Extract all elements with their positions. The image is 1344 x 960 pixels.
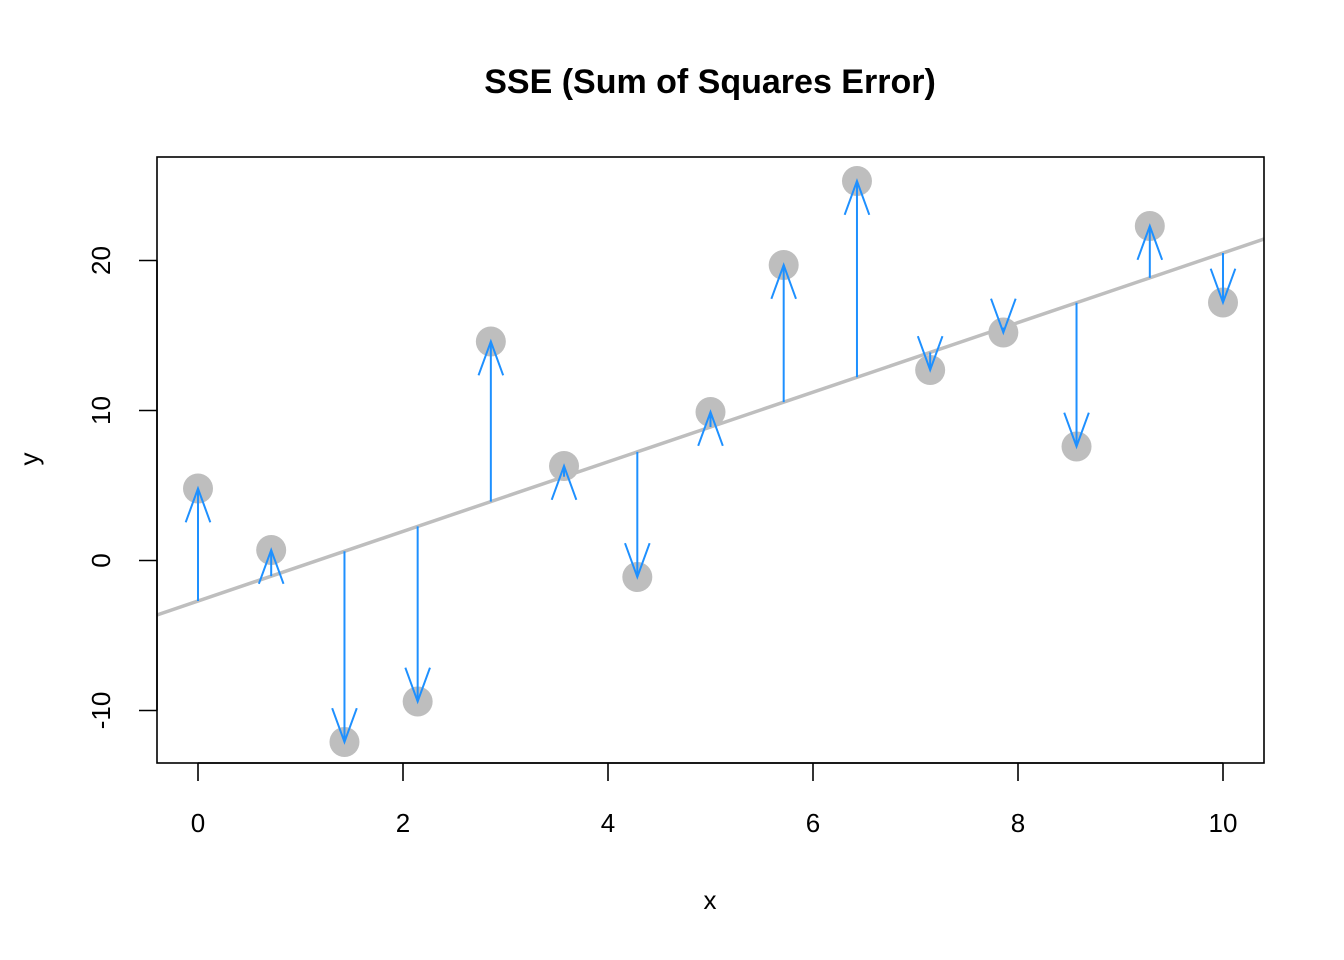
arrow-head-9 — [843, 178, 871, 216]
x-tick-label-2: 2 — [396, 808, 410, 838]
x-tick-label-10: 10 — [1209, 808, 1238, 838]
x-tick-label-6: 6 — [806, 808, 820, 838]
y-tick-label-0: 0 — [86, 553, 116, 567]
arrow-head-1 — [257, 547, 285, 585]
arrow-head-7 — [697, 409, 724, 447]
arrow-head-2 — [331, 707, 358, 745]
arrow-head-5 — [550, 463, 578, 501]
x-tick-label-0: 0 — [191, 808, 205, 838]
arrow-head-4 — [477, 338, 505, 376]
arrow-head-11 — [990, 298, 1017, 336]
x-axis-label: x — [704, 885, 717, 915]
y-axis-label: y — [14, 453, 44, 466]
chart-title: SSE (Sum of Squares Error) — [484, 63, 936, 101]
y-tick-label-20: 20 — [86, 246, 116, 275]
x-tick-label-8: 8 — [1011, 808, 1025, 838]
arrow-head-14 — [1209, 268, 1237, 306]
arrow-head-0 — [184, 485, 212, 523]
arrow-head-3 — [404, 667, 431, 705]
arrow-head-12 — [1063, 412, 1090, 450]
plot-area: 0 2 4 6 8 10 -10 0 10 20 — [86, 156, 1265, 838]
y-tick-label--10: -10 — [86, 692, 116, 730]
x-tick-label-4: 4 — [601, 808, 615, 838]
arrow-head-13 — [1136, 223, 1164, 261]
arrow-head-8 — [770, 262, 797, 300]
y-tick-label-10: 10 — [86, 396, 116, 425]
plot-frame — [156, 156, 1265, 764]
arrow-head-6 — [624, 542, 651, 580]
arrow-head-10 — [916, 335, 944, 373]
